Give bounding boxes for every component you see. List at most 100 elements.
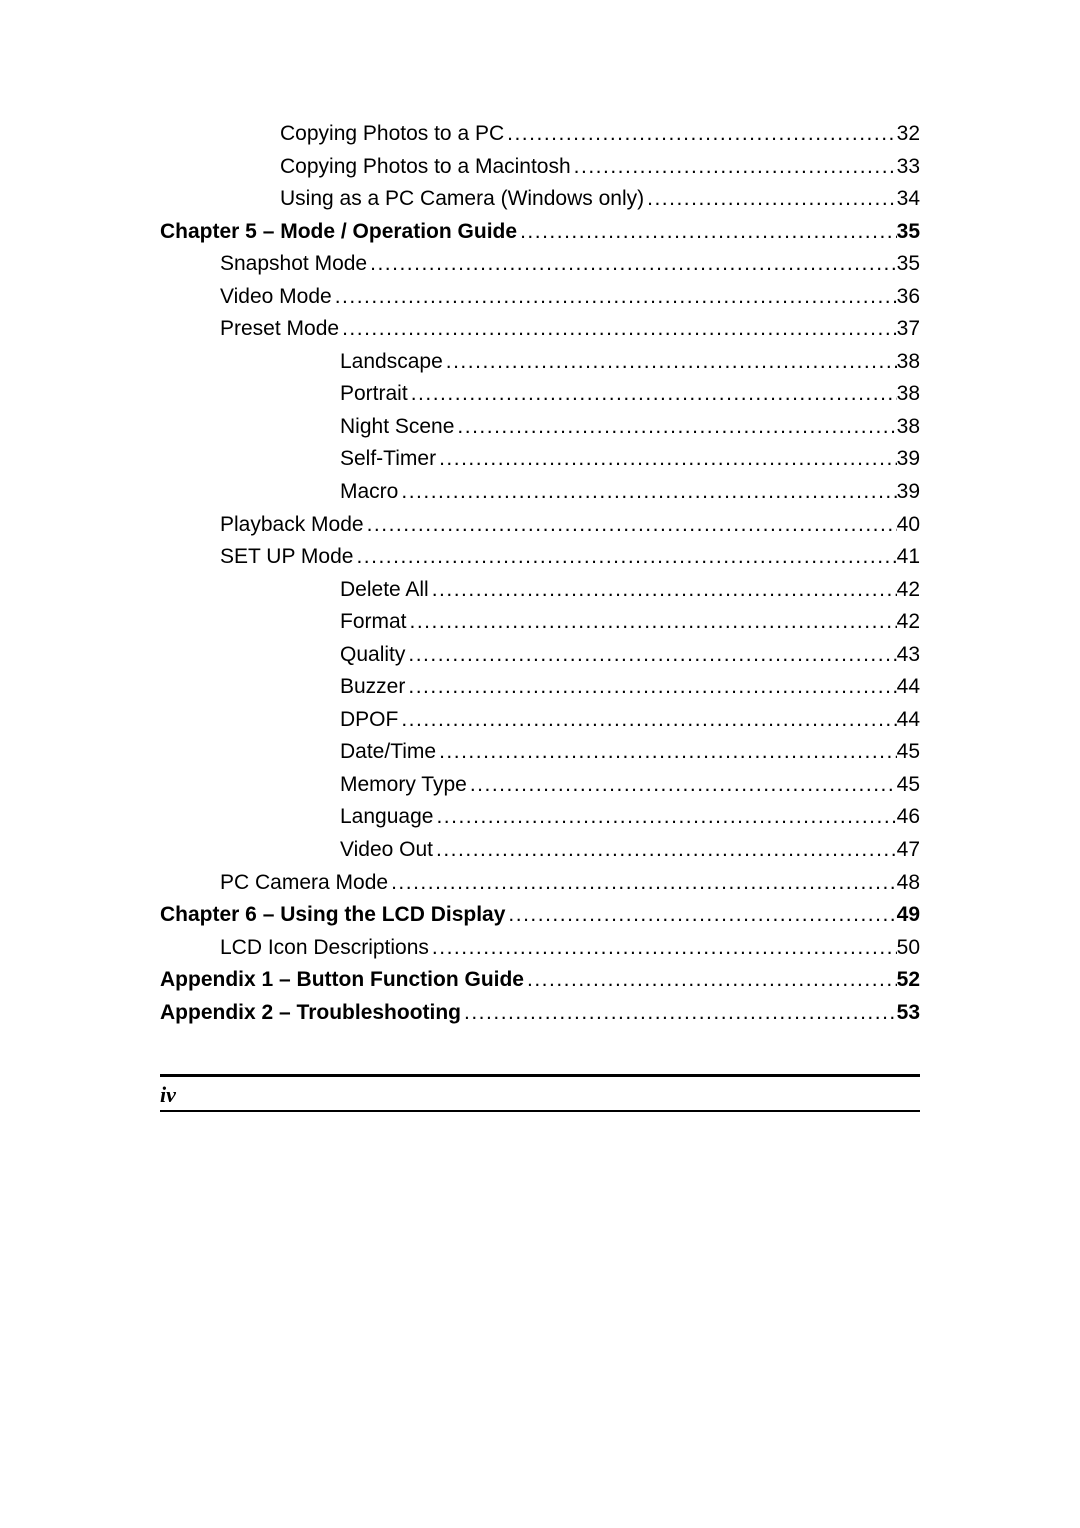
table-of-contents: Copying Photos to a PC 32Copying Photos … (160, 118, 920, 1029)
toc-entry: Copying Photos to a Macintosh 33 (160, 151, 920, 184)
toc-entry: Macro 39 (160, 476, 920, 509)
toc-entry-label: Snapshot Mode (220, 248, 367, 281)
toc-entry: Quality 43 (160, 639, 920, 672)
toc-entry-page: 44 (897, 704, 920, 737)
toc-entry-page: 46 (897, 801, 920, 834)
toc-leader (429, 932, 897, 965)
toc-entry-page: 50 (897, 932, 920, 965)
toc-leader (407, 606, 897, 639)
toc-entry-label: LCD Icon Descriptions (220, 932, 429, 965)
toc-leader (443, 346, 897, 379)
toc-entry-page: 38 (897, 378, 920, 411)
toc-entry-label: Video Mode (220, 281, 332, 314)
toc-entry: Format 42 (160, 606, 920, 639)
toc-entry: DPOF 44 (160, 704, 920, 737)
toc-leader (405, 671, 896, 704)
toc-entry: Snapshot Mode 35 (160, 248, 920, 281)
toc-entry-page: 33 (897, 151, 920, 184)
toc-entry: PC Camera Mode 48 (160, 867, 920, 900)
toc-entry-label: Date/Time (340, 736, 436, 769)
toc-leader (433, 834, 897, 867)
toc-entry-label: Chapter 5 – Mode / Operation Guide (160, 216, 517, 249)
toc-leader (436, 736, 897, 769)
toc-entry-page: 38 (897, 411, 920, 444)
toc-leader (339, 313, 897, 346)
toc-entry-label: Language (340, 801, 433, 834)
toc-entry: Self-Timer 39 (160, 443, 920, 476)
toc-entry: Date/Time 45 (160, 736, 920, 769)
toc-entry-label: Playback Mode (220, 509, 364, 542)
toc-entry: Preset Mode 37 (160, 313, 920, 346)
toc-entry-page: 48 (897, 867, 920, 900)
toc-leader (504, 118, 897, 151)
toc-entry: SET UP Mode 41 (160, 541, 920, 574)
toc-entry-page: 39 (897, 476, 920, 509)
toc-entry: Chapter 5 – Mode / Operation Guide 35 (160, 216, 920, 249)
toc-entry: Chapter 6 – Using the LCD Display 49 (160, 899, 920, 932)
toc-entry-label: Copying Photos to a PC (280, 118, 504, 151)
toc-entry: Language 46 (160, 801, 920, 834)
toc-entry: Delete All 42 (160, 574, 920, 607)
toc-entry: Memory Type 45 (160, 769, 920, 802)
toc-entry-page: 45 (897, 769, 920, 802)
toc-entry-page: 53 (897, 997, 920, 1030)
toc-entry-page: 40 (897, 509, 920, 542)
toc-entry-label: Portrait (340, 378, 408, 411)
toc-leader (405, 639, 896, 672)
toc-entry-page: 35 (897, 216, 920, 249)
toc-entry-label: Preset Mode (220, 313, 339, 346)
toc-leader (467, 769, 897, 802)
toc-leader (429, 574, 897, 607)
toc-entry-page: 42 (897, 574, 920, 607)
toc-entry-page: 43 (897, 639, 920, 672)
toc-entry-label: DPOF (340, 704, 398, 737)
toc-entry-page: 49 (897, 899, 920, 932)
toc-entry-label: Chapter 6 – Using the LCD Display (160, 899, 505, 932)
toc-entry-page: 44 (897, 671, 920, 704)
page: Copying Photos to a PC 32Copying Photos … (0, 0, 1080, 1528)
toc-entry-label: Copying Photos to a Macintosh (280, 151, 571, 184)
page-number: iv (160, 1082, 176, 1108)
toc-entry: Landscape 38 (160, 346, 920, 379)
toc-leader (436, 443, 897, 476)
toc-entry: LCD Icon Descriptions 50 (160, 932, 920, 965)
footer-rule-thin (160, 1110, 920, 1112)
toc-entry-page: 42 (897, 606, 920, 639)
toc-entry-label: Delete All (340, 574, 429, 607)
toc-entry-page: 35 (897, 248, 920, 281)
toc-entry: Portrait 38 (160, 378, 920, 411)
toc-leader (398, 704, 896, 737)
toc-entry-label: Macro (340, 476, 398, 509)
toc-entry-page: 41 (897, 541, 920, 574)
toc-leader (524, 964, 897, 997)
toc-entry-page: 34 (897, 183, 920, 216)
toc-leader (433, 801, 896, 834)
toc-entry: Video Out 47 (160, 834, 920, 867)
toc-entry: Copying Photos to a PC 32 (160, 118, 920, 151)
toc-leader (454, 411, 896, 444)
toc-leader (367, 248, 897, 281)
toc-leader (398, 476, 896, 509)
toc-leader (364, 509, 897, 542)
toc-leader (388, 867, 897, 900)
toc-entry: Video Mode 36 (160, 281, 920, 314)
toc-entry: Buzzer 44 (160, 671, 920, 704)
toc-entry-label: SET UP Mode (220, 541, 353, 574)
toc-leader (644, 183, 897, 216)
toc-entry-label: Video Out (340, 834, 433, 867)
toc-entry-label: Buzzer (340, 671, 405, 704)
toc-entry: Playback Mode 40 (160, 509, 920, 542)
toc-entry-page: 39 (897, 443, 920, 476)
toc-entry: Night Scene 38 (160, 411, 920, 444)
toc-entry-page: 32 (897, 118, 920, 151)
toc-leader (571, 151, 897, 184)
toc-entry-label: Appendix 1 – Button Function Guide (160, 964, 524, 997)
toc-entry-label: Appendix 2 – Troubleshooting (160, 997, 461, 1030)
toc-entry-page: 38 (897, 346, 920, 379)
toc-entry: Appendix 1 – Button Function Guide 52 (160, 964, 920, 997)
toc-entry-label: Format (340, 606, 407, 639)
toc-leader (461, 997, 897, 1030)
toc-entry-page: 45 (897, 736, 920, 769)
toc-entry: Appendix 2 – Troubleshooting 53 (160, 997, 920, 1030)
toc-leader (505, 899, 896, 932)
